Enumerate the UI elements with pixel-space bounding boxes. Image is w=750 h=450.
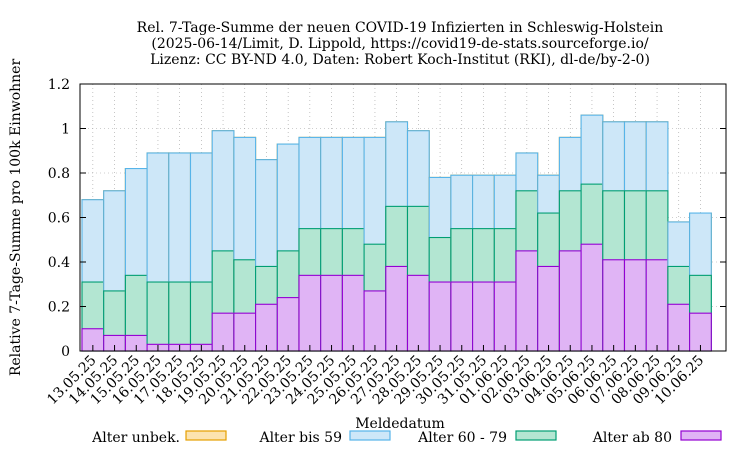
bar-alter-ab-80-28.05.25 (406, 274, 430, 352)
bar-alter-ab-80-25.05.25 (341, 274, 365, 352)
bar-alter-ab-80-09.06.25 (667, 303, 691, 352)
x-axis-label: Meldedatum (355, 416, 445, 432)
legend-label: Alter ab 80 (592, 430, 672, 446)
bar-alter-ab-80-27.05.25 (385, 265, 409, 352)
bar-alter-ab-80-30.05.25 (450, 281, 474, 352)
y-tick-label: 1 (61, 122, 70, 138)
bar-alter-ab-80-05.06.25 (580, 243, 604, 352)
bar-alter-ab-80-22.05.25 (276, 297, 300, 352)
y-tick-label: 0.6 (48, 211, 70, 227)
bar-alter-ab-80-03.06.25 (537, 265, 560, 352)
y-tick-label: 0.4 (48, 255, 70, 271)
bar-alter-ab-80-24.05.25 (320, 274, 343, 352)
bar-alter-60-79-18.05.25 (189, 281, 213, 352)
y-tick-label: 1.2 (48, 77, 70, 93)
legend-swatch (680, 430, 722, 441)
legend-label: Alter 60 - 79 (417, 430, 507, 446)
title-line-2: (2025-06-14/Limit, D. Lippold, https://c… (151, 36, 649, 52)
legend-label: Alter unbek. (91, 430, 180, 446)
bars (81, 114, 712, 352)
bar-alter-ab-80-08.06.25 (645, 259, 669, 352)
bar-alter-ab-80-01.06.25 (493, 281, 517, 352)
legend-label: Alter bis 59 (258, 430, 342, 446)
title-line-3: Lizenz: CC BY-ND 4.0, Daten: Robert Koch… (150, 52, 650, 68)
y-tick-label: 0 (61, 344, 70, 360)
bar-alter-ab-80-02.06.25 (515, 250, 539, 352)
y-tick-label: 0.2 (48, 300, 70, 316)
bar-alter-60-79-17.05.25 (168, 281, 192, 352)
y-tick-label: 0.8 (48, 166, 70, 182)
bar-alter-ab-80-23.05.25 (298, 274, 322, 352)
bar-alter-ab-80-29.05.25 (428, 281, 452, 352)
legend-swatch (515, 430, 557, 441)
bar-alter-ab-80-21.05.25 (255, 303, 278, 352)
chart-title: Rel. 7-Tage-Summe der neuen COVID-19 Inf… (137, 20, 664, 68)
legend: Alter unbek. Alter bis 59 Alter 60 - 79 Alt… (91, 430, 722, 446)
title-line-1: Rel. 7-Tage-Summe der neuen COVID-19 Inf… (137, 20, 664, 36)
bar-alter-ab-80-26.05.25 (363, 290, 387, 352)
y-axis: 0 0.2 0.4 0.6 0.8 1 1.2 (48, 77, 726, 360)
y-axis-label: Relative 7-Tage-Summe pro 100k Einwohner (8, 59, 24, 377)
legend-swatch (185, 430, 227, 441)
bar-alter-ab-80-04.06.25 (558, 250, 582, 352)
bar-alter-ab-80-31.05.25 (472, 281, 495, 352)
x-axis: 13.05.2514.05.2515.05.2516.05.2517.05.25… (44, 345, 707, 408)
legend-swatch (349, 430, 391, 441)
bar-alter-ab-80-06.06.25 (602, 259, 626, 352)
bar-alter-ab-80-07.06.25 (623, 259, 647, 352)
bar-alter-60-79-16.05.25 (146, 281, 170, 352)
